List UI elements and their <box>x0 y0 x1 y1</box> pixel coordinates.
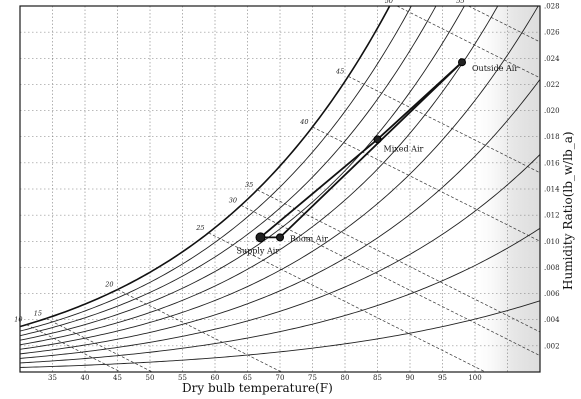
wet-bulb-label: 50 <box>385 0 393 5</box>
y-tick-label: .018 <box>544 133 560 141</box>
wet-bulb-label: 10 <box>14 316 22 324</box>
wet-bulb-label: 45 <box>335 67 344 75</box>
mixed-air-point <box>373 135 382 144</box>
outside-air-point <box>458 58 466 67</box>
y-tick-label: .014 <box>544 186 560 194</box>
x-tick-label: 45 <box>113 374 122 382</box>
room-air-label: Room Air <box>290 234 328 243</box>
wet-bulb-labels: 10 15 20 25 30 35 40 45 50 55 <box>14 0 464 324</box>
x-tick-label: 75 <box>308 374 317 382</box>
x-tick-label: 55 <box>178 374 187 382</box>
rh-curve <box>20 79 540 355</box>
wet-bulb-label: 35 <box>245 181 253 189</box>
wet-bulb-label: 55 <box>456 0 464 5</box>
wet-bulb-label: 15 <box>34 310 42 318</box>
y-tick-label: .002 <box>544 342 560 350</box>
wet-bulb-lines <box>26 6 540 372</box>
rh-curve <box>20 6 465 341</box>
x-tick-label: 80 <box>341 374 350 382</box>
x-tick-label: 95 <box>438 374 447 382</box>
wet-bulb-line <box>208 232 486 372</box>
y-tick-label: .004 <box>544 316 560 324</box>
y-tick-label: .010 <box>544 238 560 246</box>
wet-bulb-label: 25 <box>195 224 204 232</box>
wet-bulb-line <box>240 205 540 357</box>
y-tick-label: .026 <box>544 29 560 37</box>
state-points: Supply Air Room Air Mixed Air Outside Air <box>237 58 518 255</box>
outside-air-label: Outside Air <box>472 64 518 73</box>
x-tick-label: 50 <box>146 374 155 382</box>
y-tick-label: .024 <box>544 55 560 63</box>
plot-frame <box>19 5 541 373</box>
y-tick-label: .022 <box>544 81 560 89</box>
y-tick-label: .008 <box>544 264 560 272</box>
rh-curve <box>20 227 540 364</box>
wet-bulb-label: 20 <box>104 281 113 289</box>
rh-curve <box>20 300 540 368</box>
x-tick-labels: 35 40 45 50 55 60 65 70 75 80 85 90 95 100 <box>48 374 482 382</box>
x-axis-label: Dry bulb temperature(F) <box>182 381 333 395</box>
wet-bulb-label: 30 <box>229 196 237 204</box>
rh-curve <box>20 6 437 337</box>
saturation-curve <box>20 6 391 328</box>
wet-bulb-line <box>396 6 540 79</box>
wet-bulb-line <box>348 76 540 174</box>
rh-curve <box>20 6 412 332</box>
y-tick-labels: .002 .004 .006 .008 .010 .012 .014 .016 .018 .020… <box>544 3 560 351</box>
wet-bulb-label: 40 <box>299 118 308 126</box>
wet-bulb-line <box>117 289 282 372</box>
y-tick-label: .012 <box>544 212 560 220</box>
x-tick-label: 40 <box>81 374 90 382</box>
process-line <box>376 61 463 140</box>
x-tick-label: 60 <box>211 374 220 382</box>
y-tick-label: .006 <box>544 290 560 298</box>
process-line <box>279 61 463 239</box>
y-tick-label: .028 <box>544 3 560 11</box>
wet-bulb-line <box>26 324 121 372</box>
y-tick-label: .020 <box>544 107 560 115</box>
x-tick-label: 35 <box>48 374 57 382</box>
grid-lines <box>20 6 540 372</box>
rh-curve <box>20 6 499 346</box>
y-tick-label: .016 <box>544 159 560 167</box>
mixed-air-label: Mixed Air <box>384 144 424 153</box>
rh-curve <box>20 6 539 350</box>
wet-bulb-line <box>312 126 540 242</box>
y-axis-label: Humidity Ratio(lb_w/lb_a) <box>561 131 575 290</box>
wet-bulb-line <box>257 189 540 333</box>
x-tick-label: 85 <box>373 374 382 382</box>
x-tick-label: 65 <box>243 374 252 382</box>
process-lines <box>259 61 463 239</box>
x-tick-label: 90 <box>406 374 415 382</box>
room-air-point <box>276 233 284 242</box>
supply-air-label: Supply Air <box>237 246 280 255</box>
process-line <box>259 138 379 239</box>
supply-air-point <box>255 232 266 243</box>
x-tick-label: 70 <box>276 374 285 382</box>
x-tick-label: 100 <box>468 374 481 382</box>
